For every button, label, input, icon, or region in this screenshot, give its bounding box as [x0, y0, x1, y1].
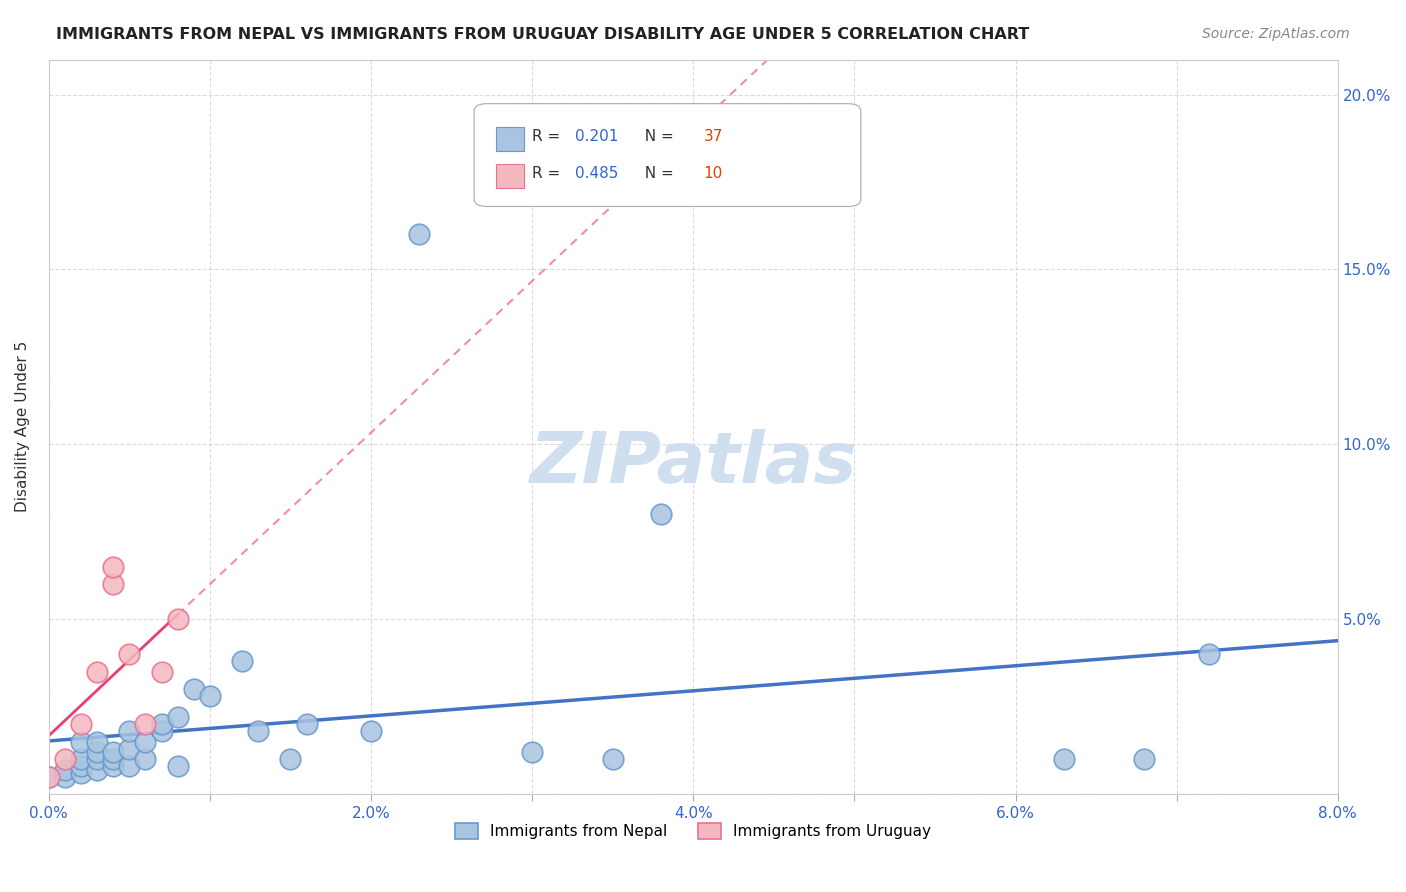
- Point: [183, 682, 205, 697]
- FancyBboxPatch shape: [474, 103, 860, 206]
- Point: [38, 770, 60, 784]
- Point: [408, 227, 430, 242]
- Point: [280, 752, 302, 766]
- Point: [247, 724, 270, 739]
- Point: [53, 763, 76, 777]
- Point: [1053, 752, 1076, 766]
- Point: [70, 752, 93, 766]
- Point: [166, 710, 188, 724]
- Legend: Immigrants from Nepal, Immigrants from Uruguay: Immigrants from Nepal, Immigrants from U…: [449, 817, 938, 845]
- Text: 0.485: 0.485: [575, 166, 619, 181]
- Point: [134, 752, 156, 766]
- Point: [86, 665, 108, 679]
- Text: 10: 10: [703, 166, 723, 181]
- Point: [150, 717, 173, 731]
- Point: [38, 770, 60, 784]
- Text: R =: R =: [531, 166, 565, 181]
- Point: [150, 724, 173, 739]
- Point: [602, 752, 624, 766]
- FancyBboxPatch shape: [496, 128, 524, 152]
- Text: N =: N =: [636, 129, 679, 145]
- Point: [103, 745, 125, 759]
- Text: 37: 37: [703, 129, 723, 145]
- Point: [198, 689, 221, 703]
- FancyBboxPatch shape: [496, 164, 524, 188]
- Point: [1198, 647, 1220, 661]
- Point: [70, 766, 93, 780]
- Point: [103, 559, 125, 574]
- Point: [134, 734, 156, 748]
- Point: [650, 507, 672, 521]
- Point: [118, 741, 141, 756]
- Text: IMMIGRANTS FROM NEPAL VS IMMIGRANTS FROM URUGUAY DISABILITY AGE UNDER 5 CORRELAT: IMMIGRANTS FROM NEPAL VS IMMIGRANTS FROM…: [56, 27, 1029, 42]
- Point: [86, 745, 108, 759]
- Point: [134, 717, 156, 731]
- Text: Source: ZipAtlas.com: Source: ZipAtlas.com: [1202, 27, 1350, 41]
- Text: 0.201: 0.201: [575, 129, 619, 145]
- Point: [360, 724, 382, 739]
- Point: [70, 717, 93, 731]
- Point: [103, 577, 125, 591]
- Text: ZIPatlas: ZIPatlas: [530, 429, 856, 498]
- Point: [103, 759, 125, 773]
- Point: [166, 759, 188, 773]
- Point: [295, 717, 318, 731]
- Point: [53, 752, 76, 766]
- Point: [166, 612, 188, 626]
- Point: [103, 752, 125, 766]
- Point: [86, 752, 108, 766]
- Point: [70, 759, 93, 773]
- Text: R =: R =: [531, 129, 565, 145]
- Point: [1133, 752, 1156, 766]
- Point: [231, 654, 253, 668]
- Y-axis label: Disability Age Under 5: Disability Age Under 5: [15, 341, 30, 512]
- Point: [118, 759, 141, 773]
- Point: [118, 724, 141, 739]
- Point: [118, 647, 141, 661]
- Point: [86, 734, 108, 748]
- Point: [520, 745, 543, 759]
- Text: N =: N =: [636, 166, 679, 181]
- Point: [53, 770, 76, 784]
- Point: [150, 665, 173, 679]
- Point: [86, 763, 108, 777]
- Point: [70, 734, 93, 748]
